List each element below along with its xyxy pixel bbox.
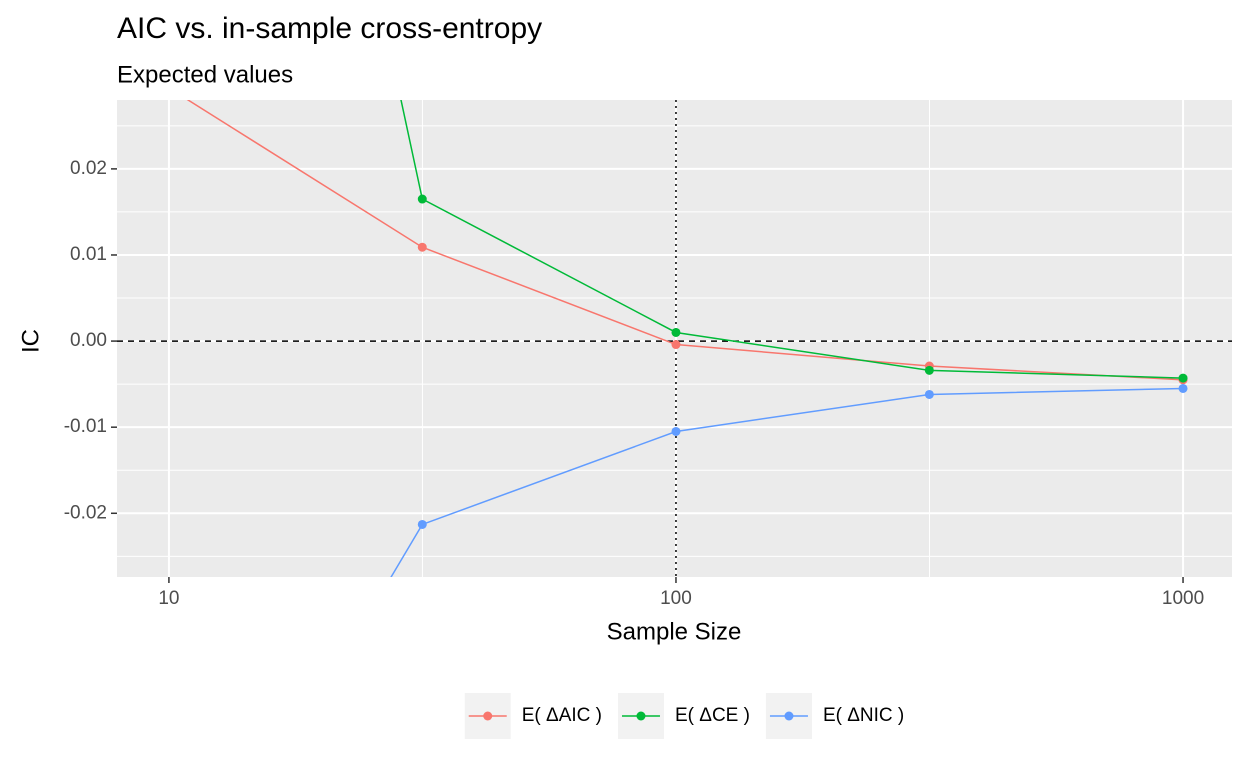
y-tick-label: 0.00 (70, 330, 107, 351)
data-point (417, 519, 427, 529)
y-tick-label: -0.02 (64, 502, 107, 523)
legend-item: E( ΔCE ) (617, 693, 750, 739)
y-tick-label: 0.02 (70, 158, 107, 179)
data-point (671, 340, 681, 350)
data-point (1178, 383, 1188, 393)
legend-label: E( ΔCE ) (675, 705, 750, 726)
legend-label: E( ΔAIC ) (522, 705, 602, 726)
data-point (924, 389, 934, 399)
panel (117, 100, 1232, 577)
y-axis-label: IC (17, 329, 44, 353)
x-tick-label: 100 (660, 588, 692, 609)
legend-label: E( ΔNIC ) (823, 705, 904, 726)
plot-area (117, 100, 1232, 577)
chart-subtitle: Expected values (117, 61, 293, 88)
legend-key-point (784, 711, 794, 721)
legend-key-point (483, 711, 493, 721)
data-point (924, 365, 934, 375)
legend-item: E( ΔAIC ) (464, 693, 602, 739)
chart-title: AIC vs. in-sample cross-entropy (117, 12, 542, 45)
data-point (1178, 373, 1188, 383)
grid (117, 100, 1232, 577)
data-point (417, 194, 427, 204)
data-point (671, 426, 681, 436)
legend: E( ΔAIC ) E( ΔCE ) E( ΔNIC ) (464, 693, 904, 739)
legend-item: E( ΔNIC ) (765, 693, 904, 739)
x-tick-label: 1000 (1162, 588, 1204, 609)
x-tick-label: 10 (158, 588, 179, 609)
x-axis-label: Sample Size (607, 618, 742, 645)
y-tick-label: -0.01 (64, 416, 107, 437)
y-tick-label: 0.01 (70, 244, 107, 265)
data-point (671, 327, 681, 337)
legend-key-point (636, 711, 646, 721)
data-point (417, 242, 427, 252)
